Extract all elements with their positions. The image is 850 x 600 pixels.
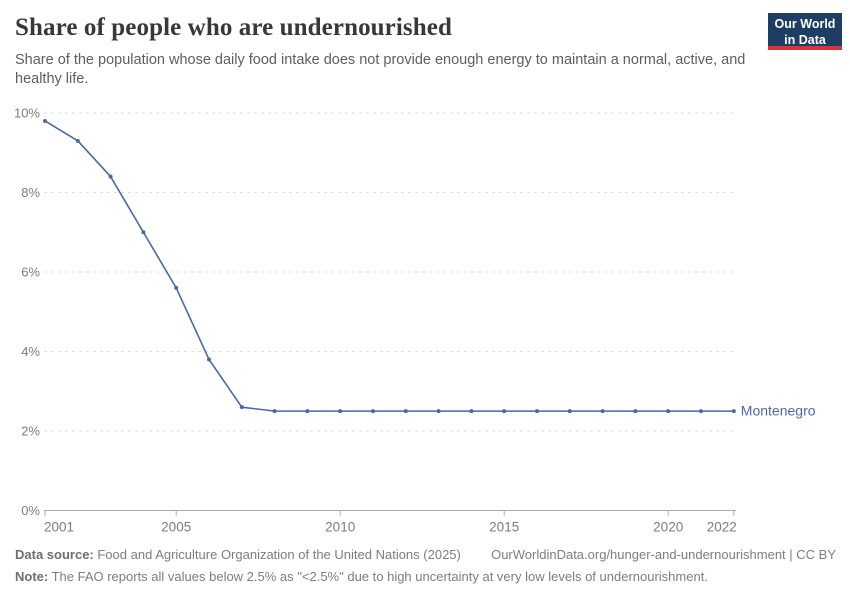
data-source: Data source: Food and Agriculture Organi… — [15, 547, 461, 563]
data-point-2012 — [403, 409, 408, 414]
x-tick-label-2015: 2015 — [489, 520, 519, 535]
data-point-2004 — [141, 230, 146, 235]
data-point-2020 — [666, 409, 671, 414]
data-point-2013 — [436, 409, 441, 414]
data-source-text: Food and Agriculture Organization of the… — [93, 547, 461, 562]
data-point-2009 — [305, 409, 310, 414]
y-tick-label-6: 6% — [21, 265, 40, 280]
note-label: Note: — [15, 569, 49, 585]
y-tick-label-4: 4% — [21, 344, 40, 359]
data-point-2007 — [239, 405, 244, 410]
data-point-2014 — [469, 409, 474, 414]
chart-subtitle: Share of the population whose daily food… — [15, 52, 746, 88]
data-point-2002 — [75, 138, 80, 143]
x-tick-label-2010: 2010 — [325, 520, 355, 535]
owid-logo-line1: Our World — [774, 17, 836, 31]
page-title: Share of people who are undernourished — [15, 14, 452, 41]
data-point-2011 — [371, 409, 375, 414]
data-source-label: Data source: — [15, 547, 94, 562]
x-tick-label-2022: 2022 — [707, 520, 737, 535]
y-tick-label-10: 10% — [14, 106, 40, 121]
data-point-2018 — [600, 409, 605, 414]
data-point-2022 — [731, 409, 736, 414]
x-tick-label-2001: 2001 — [44, 520, 74, 535]
y-tick-label-8: 8% — [21, 185, 40, 200]
x-tick-label-2005: 2005 — [161, 520, 191, 535]
owid-url-link[interactable]: OurWorldinData.org/hunger-and-undernouri… — [491, 547, 836, 562]
data-point-2008 — [272, 409, 277, 414]
y-tick-label-0: 0% — [21, 503, 40, 518]
data-point-2001 — [43, 118, 47, 123]
data-point-2015 — [502, 409, 507, 414]
note-text: The FAO reports all values below 2.5% as… — [48, 569, 708, 585]
data-point-2006 — [207, 357, 211, 362]
data-point-2017 — [567, 409, 572, 414]
data-point-2010 — [338, 409, 343, 414]
owid-logo: Our World in Data — [768, 13, 842, 50]
chart-footer: Data source: Food and Agriculture Organi… — [15, 547, 836, 586]
x-tick-label-2020: 2020 — [653, 520, 683, 535]
chart-note: Note: The FAO reports all values below 2… — [15, 569, 708, 584]
data-point-2019 — [633, 409, 638, 414]
data-point-2016 — [535, 409, 539, 414]
entity-label: Montenegro — [741, 403, 816, 419]
data-point-2021 — [699, 409, 703, 414]
data-point-2003 — [108, 174, 113, 179]
owid-logo-line2: in Data — [784, 32, 826, 47]
data-point-2005 — [174, 285, 179, 290]
y-tick-label-2: 2% — [21, 424, 40, 439]
trend-line-montenegro — [44, 120, 735, 412]
